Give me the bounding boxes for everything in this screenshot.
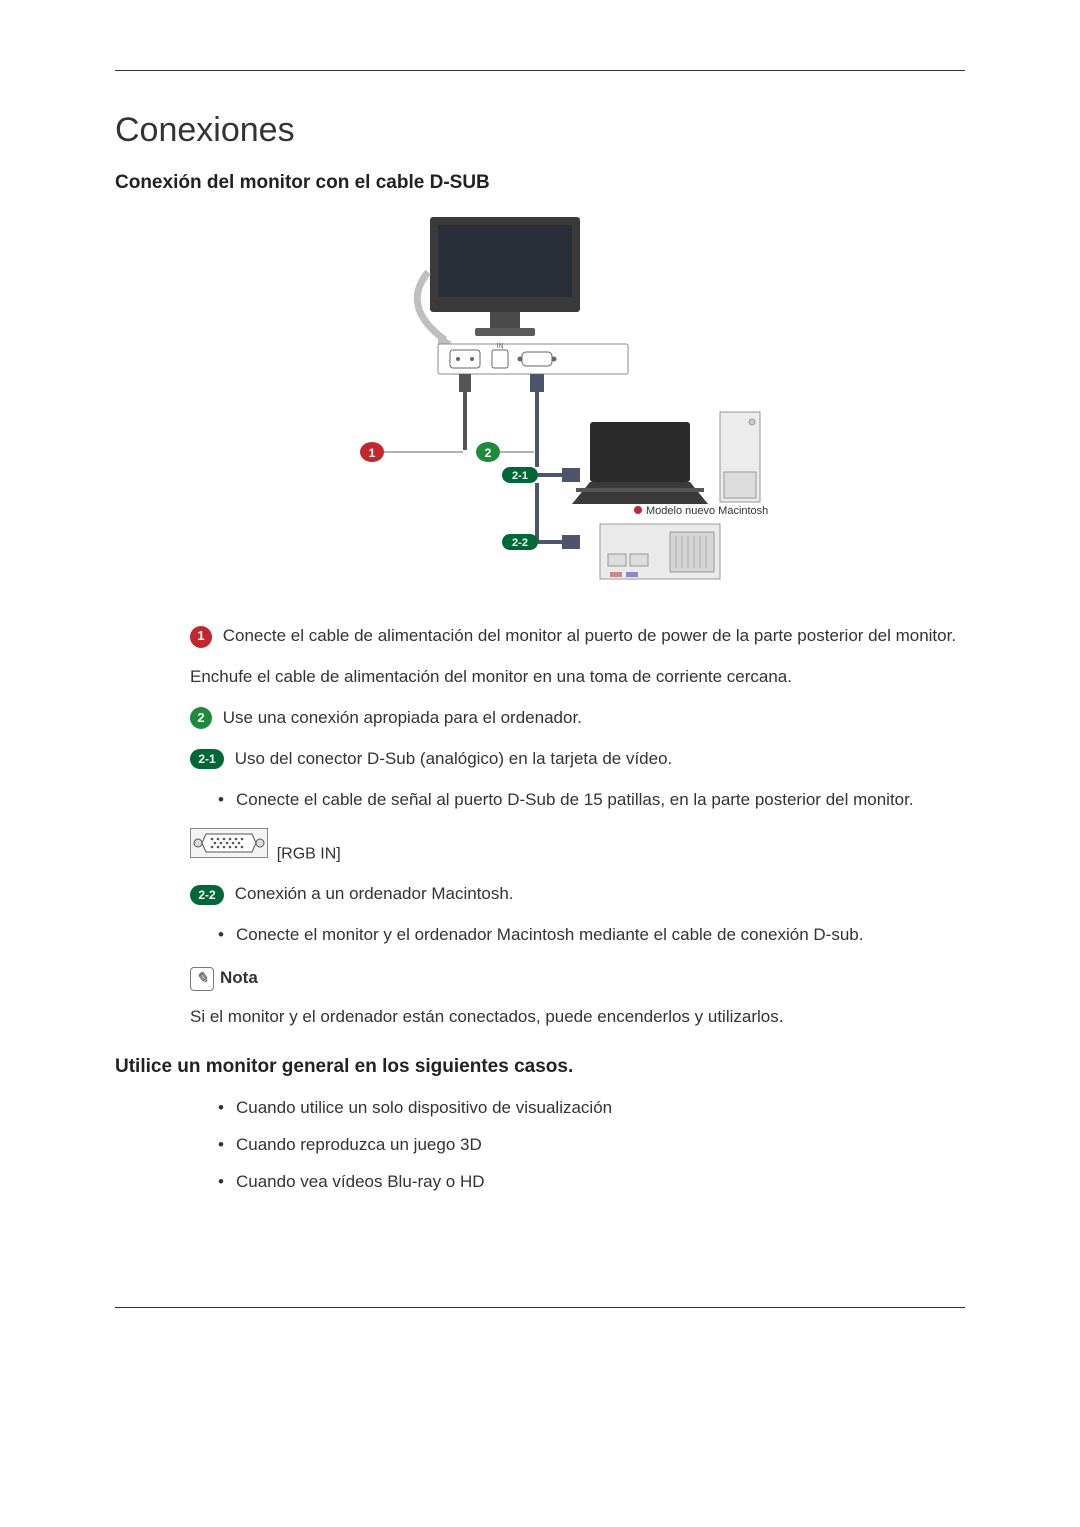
note-row: ✎ Nota bbox=[190, 964, 965, 993]
section1-body: 1 Conecte el cable de alimentación del m… bbox=[115, 622, 965, 1032]
rgb-in-port-icon bbox=[190, 828, 268, 868]
diagram-svg: IN 1 2 2-1 bbox=[310, 212, 770, 592]
badge-2-2-icon: 2-2 bbox=[190, 885, 224, 905]
section2-list: Cuando utilice un solo dispositivo de vi… bbox=[190, 1094, 965, 1197]
step-1-para: 1 Conecte el cable de alimentación del m… bbox=[190, 622, 965, 651]
note-text: Si el monitor y el ordenador están conec… bbox=[190, 1003, 965, 1032]
diagram-callout-1: 1 bbox=[369, 446, 376, 460]
bottom-rule bbox=[115, 1307, 965, 1308]
bullet-2-2: Conecte el monitor y el ordenador Macint… bbox=[218, 921, 965, 950]
step-2-1-para: 2-1 Uso del conector D-Sub (analógico) e… bbox=[190, 745, 965, 774]
section2-item-2: Cuando vea vídeos Blu-ray o HD bbox=[218, 1168, 965, 1197]
diagram-callout-2-1: 2-1 bbox=[512, 470, 528, 482]
note-label: Nota bbox=[220, 964, 258, 993]
section2-body: Cuando utilice un solo dispositivo de vi… bbox=[115, 1094, 965, 1197]
section2-item-1: Cuando reproduzca un juego 3D bbox=[218, 1131, 965, 1160]
step-2-2-text: Conexión a un ordenador Macintosh. bbox=[235, 884, 514, 903]
svg-text:IN: IN bbox=[497, 343, 504, 350]
step-2-1-bullets: Conecte el cable de señal al puerto D-Su… bbox=[190, 786, 965, 815]
step-2-2-para: 2-2 Conexión a un ordenador Macintosh. bbox=[190, 880, 965, 909]
diagram-callout-2-2: 2-2 bbox=[512, 537, 528, 549]
step-2-text: Use una conexión apropiada para el orden… bbox=[223, 708, 582, 727]
bullet-2-1: Conecte el cable de señal al puerto D-Su… bbox=[218, 786, 965, 815]
note-icon: ✎ bbox=[190, 967, 214, 991]
section2-heading: Utilice un monitor general en los siguie… bbox=[115, 1056, 965, 1078]
step-1-text: Conecte el cable de alimentación del mon… bbox=[223, 626, 956, 645]
step-1b-para: Enchufe el cable de alimentación del mon… bbox=[190, 663, 965, 692]
section2-item-0: Cuando utilice un solo dispositivo de vi… bbox=[218, 1094, 965, 1123]
port-illustration: [RGB IN] bbox=[190, 828, 965, 868]
diagram-macintosh-label: Modelo nuevo Macintosh bbox=[646, 505, 768, 517]
badge-2-1-icon: 2-1 bbox=[190, 749, 224, 769]
page-title: Conexiones bbox=[115, 111, 965, 150]
step-2-1-text: Uso del conector D-Sub (analógico) en la… bbox=[235, 749, 673, 768]
rgb-in-label: [RGB IN] bbox=[277, 846, 341, 863]
badge-2-icon: 2 bbox=[190, 707, 212, 729]
step-2-para: 2 Use una conexión apropiada para el ord… bbox=[190, 704, 965, 733]
section1-heading: Conexión del monitor con el cable D-SUB bbox=[115, 172, 965, 194]
step-2-2-bullets: Conecte el monitor y el ordenador Macint… bbox=[190, 921, 965, 950]
badge-1-icon: 1 bbox=[190, 626, 212, 648]
connection-diagram: IN 1 2 2-1 bbox=[115, 212, 965, 592]
top-rule bbox=[115, 70, 965, 71]
diagram-callout-2: 2 bbox=[485, 446, 492, 460]
